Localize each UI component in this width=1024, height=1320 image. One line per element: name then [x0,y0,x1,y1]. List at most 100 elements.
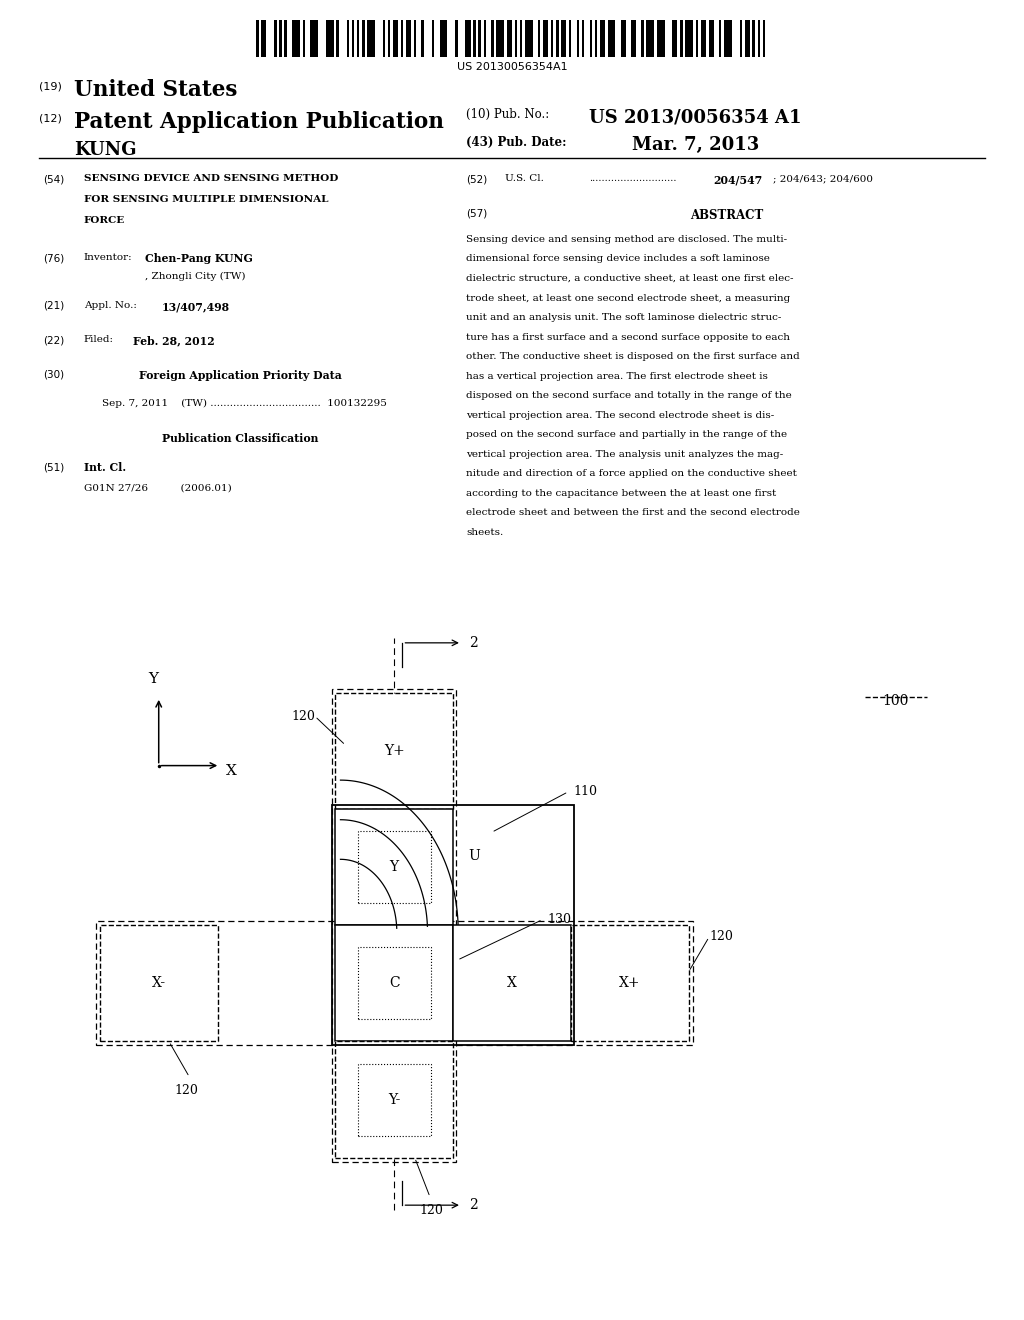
Bar [492,20,494,57]
Text: has a vertical projection area. The first electrode sheet is: has a vertical projection area. The firs… [466,372,768,380]
Bar [356,20,359,57]
Bar [595,20,597,57]
Text: Inventor:: Inventor: [84,253,132,263]
Bar [280,20,282,57]
Bar [336,925,453,1041]
Bar [744,20,750,57]
Text: vertical projection area. The second electrode sheet is dis-: vertical projection area. The second ele… [466,411,774,420]
Bar [285,20,287,57]
Bar [453,925,571,1041]
Text: 120: 120 [709,931,733,944]
Bar [96,921,692,1045]
Text: 120: 120 [420,1204,443,1217]
Text: Y: Y [390,861,398,874]
Bar [515,20,517,57]
Text: Y: Y [148,672,159,686]
Text: (22): (22) [43,335,65,346]
Bar [739,20,742,57]
Text: (30): (30) [43,370,65,380]
Bar [362,20,365,57]
Bar [455,20,458,57]
Bar [520,20,522,57]
Text: Publication Classification: Publication Classification [163,433,318,444]
Text: Sep. 7, 2011    (TW) ..................................  100132295: Sep. 7, 2011 (TW) ......................… [102,399,387,408]
Text: Y+: Y+ [384,744,404,758]
Text: Int. Cl.: Int. Cl. [84,462,126,473]
Bar [351,20,354,57]
Text: Feb. 28, 2012: Feb. 28, 2012 [133,335,215,346]
Text: Foreign Application Priority Data: Foreign Application Priority Data [139,370,342,380]
Text: FOR SENSING MULTIPLE DIMENSIONAL: FOR SENSING MULTIPLE DIMENSIONAL [84,195,329,205]
Text: 120: 120 [174,1084,198,1097]
Bar [709,20,714,57]
Bar [600,20,605,57]
Text: 2: 2 [469,636,478,649]
Text: Filed:: Filed: [84,335,114,345]
Text: US 20130056354A1: US 20130056354A1 [457,62,567,73]
Bar [336,1041,453,1158]
Text: (10) Pub. No.:: (10) Pub. No.: [466,108,549,121]
Bar [332,805,573,1045]
Text: C: C [389,977,399,990]
Bar [256,20,259,57]
Bar [758,20,760,57]
Bar [497,20,504,57]
Bar [763,20,765,57]
Bar [302,20,305,57]
Text: ; 204/643; 204/600: ; 204/643; 204/600 [773,174,873,183]
Text: Chen-Pang KUNG: Chen-Pang KUNG [145,253,253,264]
Bar [607,20,615,57]
Text: (54): (54) [43,174,65,185]
Text: U: U [469,849,480,863]
Text: FORCE: FORCE [84,216,125,226]
Text: electrode sheet and between the first and the second electrode: electrode sheet and between the first an… [466,508,800,517]
Bar [100,925,218,1041]
Text: Y-: Y- [388,1093,400,1106]
Text: Sensing device and sensing method are disclosed. The multi-: Sensing device and sensing method are di… [466,235,787,244]
Bar [336,693,453,809]
Text: nitude and direction of a force applied on the conductive sheet: nitude and direction of a force applied … [466,470,797,478]
Text: , Zhongli City (TW): , Zhongli City (TW) [145,272,246,281]
Text: 110: 110 [573,785,597,799]
Text: X: X [507,977,517,990]
Text: (43) Pub. Date:: (43) Pub. Date: [466,136,566,149]
Text: 130: 130 [548,913,571,927]
Text: US 2013/0056354 A1: US 2013/0056354 A1 [589,108,802,127]
Bar [719,20,722,57]
Text: dimensional force sensing device includes a soft laminose: dimensional force sensing device include… [466,255,770,264]
Bar [700,20,706,57]
Text: X: X [226,764,238,777]
Text: G01N 27/26          (2006.01): G01N 27/26 (2006.01) [84,483,231,492]
Bar [590,20,592,57]
Text: ABSTRACT: ABSTRACT [690,209,764,222]
Text: (19): (19) [39,82,61,92]
Bar [556,20,558,57]
Text: 2: 2 [469,1199,478,1212]
Bar [582,20,585,57]
Bar [357,1064,431,1135]
Bar [685,20,693,57]
Text: ture has a first surface and a second surface opposite to each: ture has a first surface and a second su… [466,333,790,342]
Bar [577,20,580,57]
Bar [753,20,755,57]
Text: U.S. Cl.: U.S. Cl. [505,174,544,183]
Text: 100: 100 [883,694,909,709]
Bar [439,20,447,57]
Bar [261,20,266,57]
Bar [473,20,476,57]
Bar [422,20,424,57]
Text: ............................: ............................ [589,174,676,183]
Text: 204/547: 204/547 [714,174,763,185]
Text: disposed on the second surface and totally in the range of the: disposed on the second surface and total… [466,391,792,400]
Text: (76): (76) [43,253,65,264]
Bar [292,20,300,57]
Text: posed on the second surface and partially in the range of the: posed on the second surface and partiall… [466,430,787,440]
Bar [357,948,431,1019]
Text: Appl. No.:: Appl. No.: [84,301,137,310]
Bar [507,20,512,57]
Text: KUNG: KUNG [74,141,136,160]
Text: X-: X- [152,977,166,990]
Bar [483,20,486,57]
Text: Mar. 7, 2013: Mar. 7, 2013 [632,136,759,154]
Bar [525,20,532,57]
